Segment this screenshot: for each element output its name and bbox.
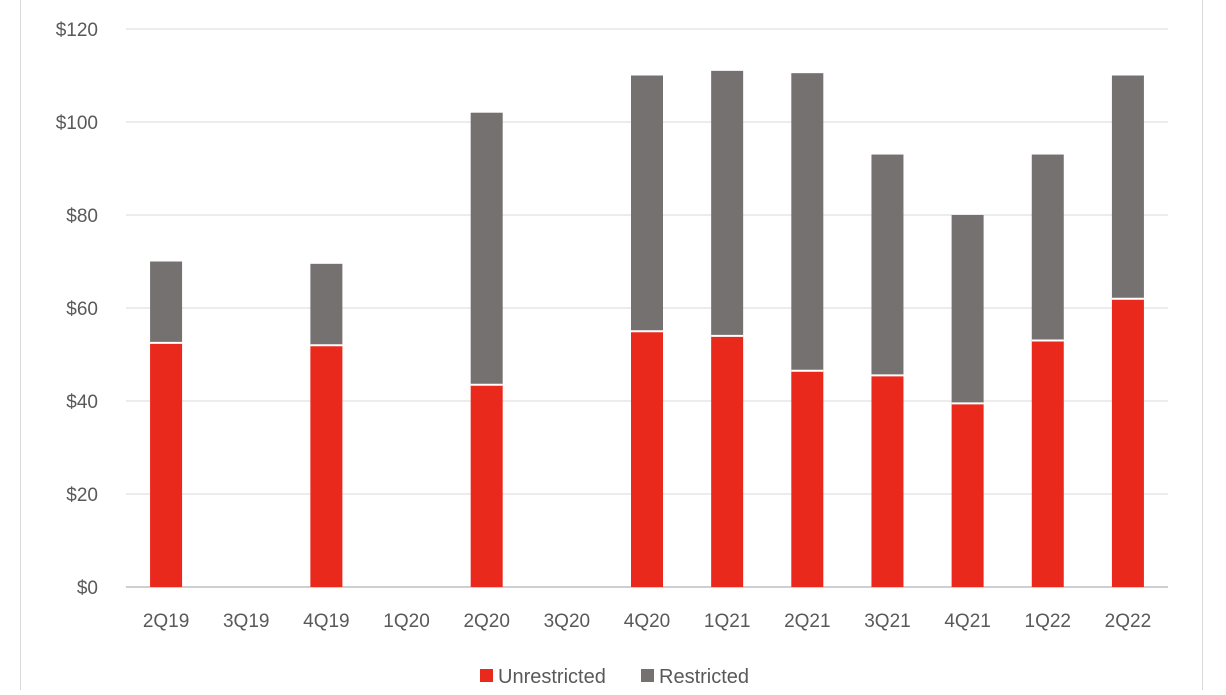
bar-unrestricted-4q19 [310,345,343,587]
x-tick-label: 3Q21 [864,611,910,632]
x-tick-label: 1Q21 [704,611,750,632]
y-tick-label: $80 [66,206,98,227]
x-tick-label: 2Q22 [1105,611,1151,632]
bar-restricted-2q19 [150,261,183,343]
x-tick-label: 1Q22 [1025,611,1071,632]
bar-restricted-3q21 [871,154,904,376]
bar-restricted-2q21 [791,73,824,371]
bar-restricted-2q20 [470,112,503,385]
x-tick-label: 1Q20 [383,611,429,632]
x-tick-label: 2Q20 [463,611,509,632]
x-tick-label: 2Q21 [784,611,830,632]
y-axis: $0 $20 $40 $60 $80 $100 $120 [56,20,98,599]
legend-label-restricted: Restricted [659,666,749,688]
y-tick-label: $100 [56,113,98,134]
legend-swatch-unrestricted [480,669,493,682]
bar-unrestricted-2q22 [1111,298,1144,587]
legend-label-unrestricted: Unrestricted [498,666,606,688]
x-tick-label: 4Q21 [944,611,990,632]
bar-unrestricted-3q21 [871,375,904,587]
bar-restricted-4q19 [310,263,343,346]
legend: Unrestricted Restricted [480,666,749,688]
bar-unrestricted-4q21 [951,403,984,587]
bar-unrestricted-1q22 [1031,340,1064,587]
x-axis: 2Q19 3Q19 4Q19 1Q20 2Q20 3Q20 4Q20 1Q21 2Q21 3Q21… [143,611,1151,632]
bar-restricted-1q21 [711,70,744,336]
bar-restricted-4q20 [631,75,663,332]
x-tick-label: 3Q20 [544,611,590,632]
bar-unrestricted-1q21 [711,335,744,587]
y-tick-label: $120 [56,20,98,41]
y-tick-label: $40 [66,392,98,413]
bar-unrestricted-4q20 [631,331,663,587]
x-tick-label: 4Q19 [303,611,349,632]
bar-restricted-4q21 [951,215,984,404]
bar-unrestricted-2q19 [150,342,183,587]
y-tick-label: $0 [77,578,98,599]
frame-border-left [20,0,21,690]
bar-unrestricted-2q21 [791,370,824,587]
bar-restricted-1q22 [1031,154,1064,341]
x-tick-label: 2Q19 [143,611,189,632]
y-tick-label: $60 [66,299,98,320]
y-tick-label: $20 [66,485,98,506]
x-tick-label: 3Q19 [223,611,269,632]
bar-unrestricted-2q20 [470,384,503,587]
legend-swatch-restricted [641,669,654,682]
x-tick-label: 4Q20 [624,611,670,632]
frame-border-right [1202,0,1203,690]
bar-restricted-2q22 [1111,75,1144,299]
bars [150,70,1144,587]
